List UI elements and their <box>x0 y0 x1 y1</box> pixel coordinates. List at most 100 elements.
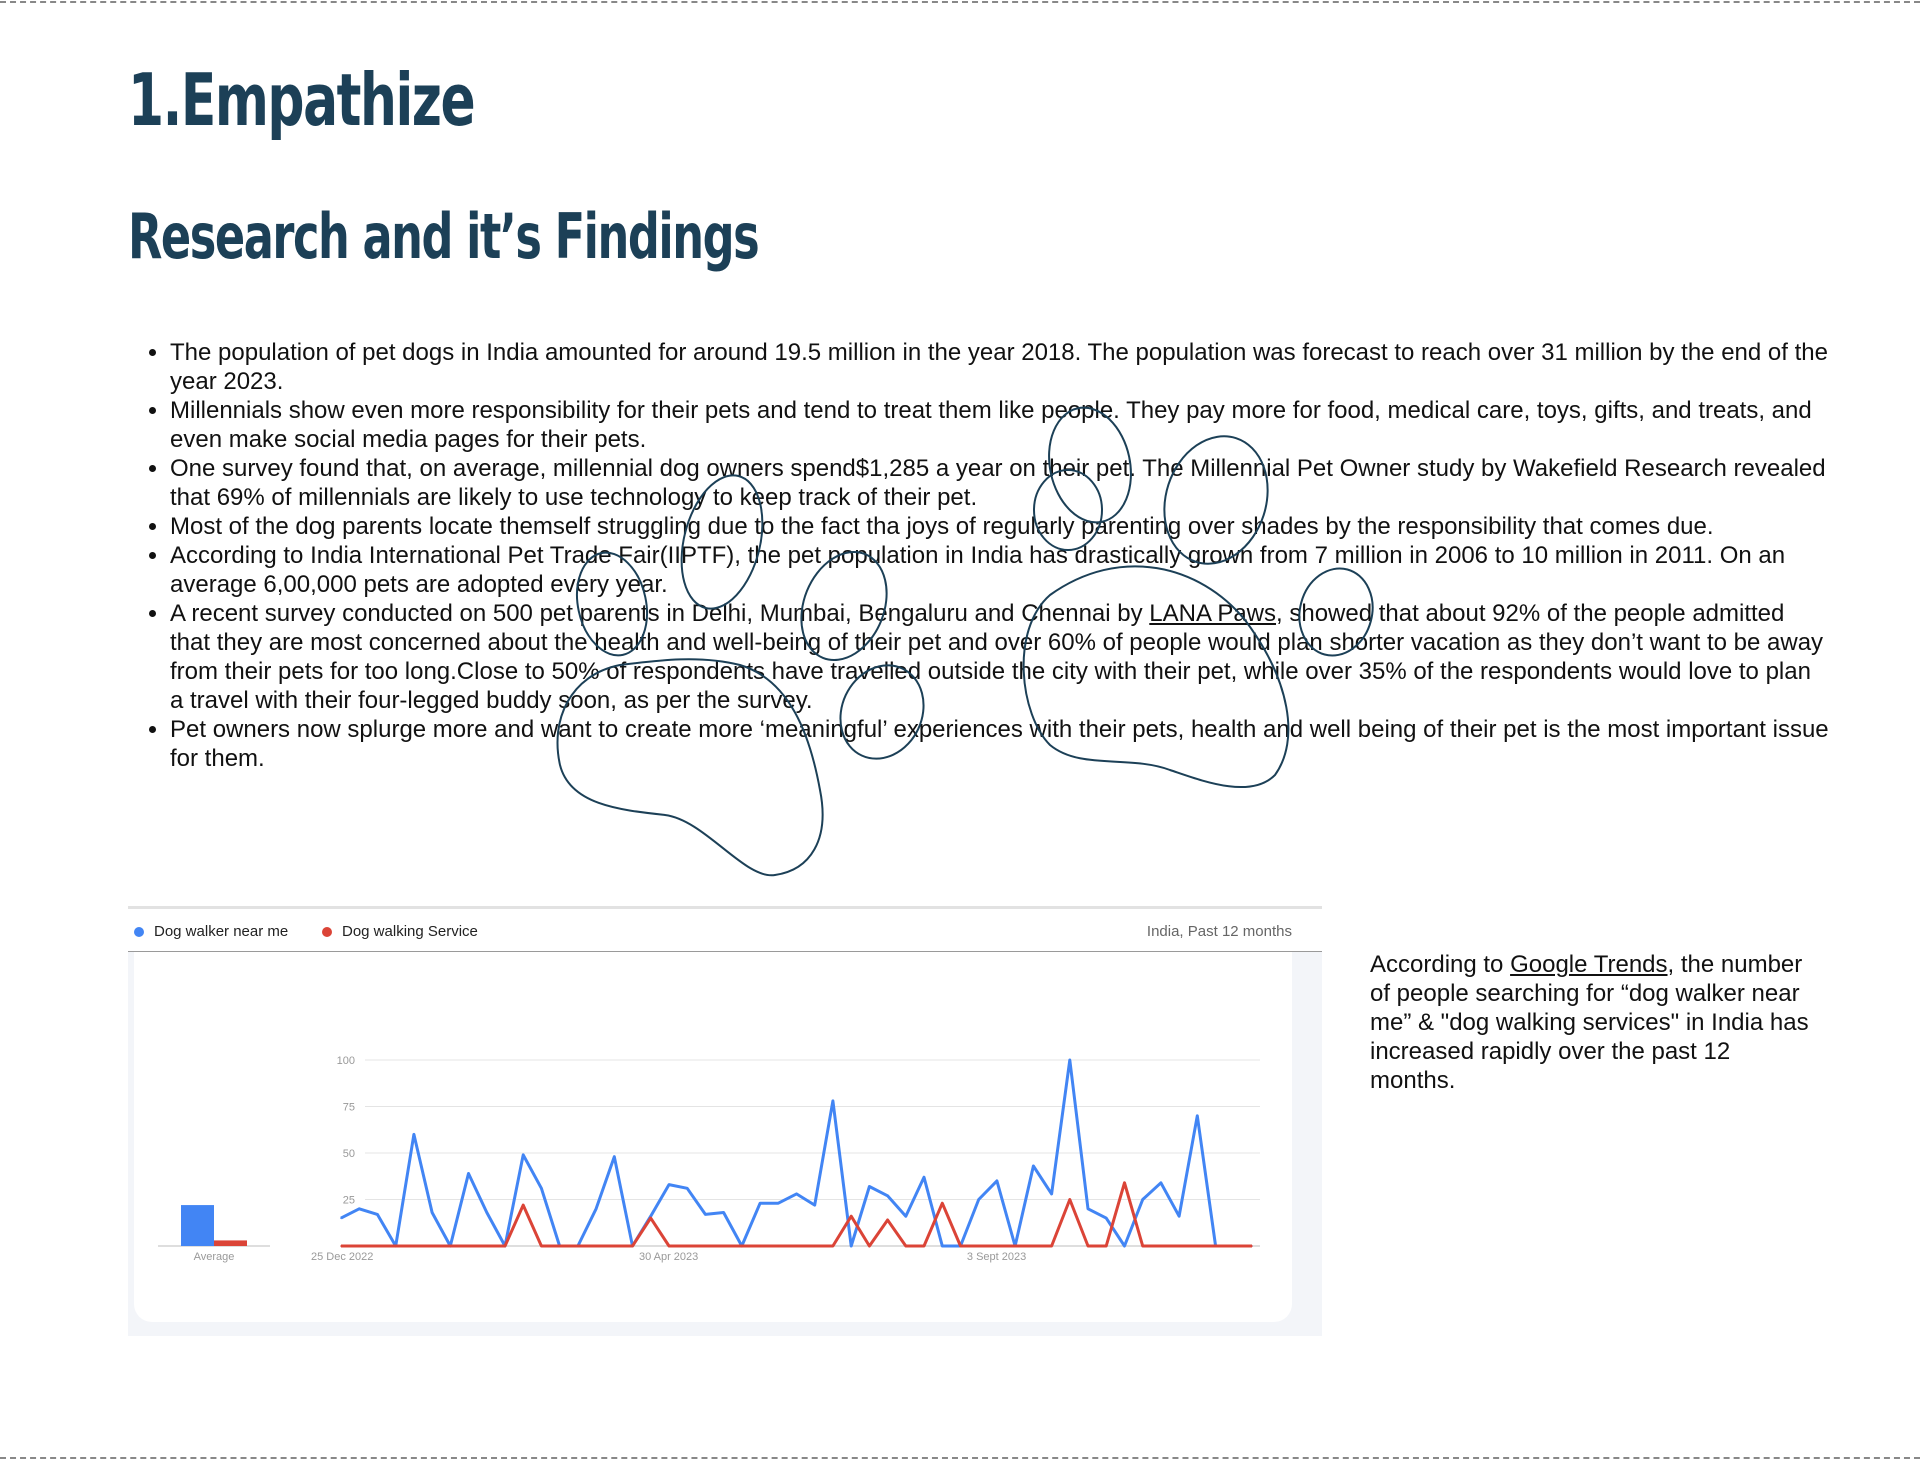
data-point <box>996 1245 998 1247</box>
lana-paws-link[interactable]: LANA Paws <box>1149 600 1277 627</box>
data-point <box>1032 1165 1035 1167</box>
google-trends-link[interactable]: Google Trends <box>1510 951 1668 978</box>
data-point <box>686 1187 688 1190</box>
data-point <box>832 1100 834 1102</box>
data-point <box>1196 1245 1199 1247</box>
data-point <box>1105 1245 1108 1247</box>
top-dashed-border <box>0 1 1920 3</box>
data-point <box>449 1245 452 1247</box>
data-point <box>704 1213 707 1216</box>
data-point <box>704 1245 707 1247</box>
data-point <box>905 1215 907 1218</box>
y-tick-label: 75 <box>343 1102 355 1114</box>
data-point <box>832 1245 834 1247</box>
data-point <box>413 1133 415 1136</box>
data-point <box>558 1245 561 1247</box>
data-point <box>905 1245 907 1247</box>
trends-legend-bar: Dog walker near me Dog walking Service I… <box>128 906 1322 952</box>
data-point <box>777 1202 780 1205</box>
data-point <box>540 1187 543 1190</box>
data-point <box>394 1245 397 1247</box>
data-point <box>522 1154 524 1156</box>
bottom-dashed-border <box>0 1457 1920 1459</box>
data-point <box>941 1245 944 1247</box>
data-point <box>977 1198 980 1201</box>
section-heading: Research and it’s Findings <box>128 200 760 273</box>
legend-label: Dog walker near me <box>154 923 289 940</box>
trends-scope: India, Past 12 months <box>1146 923 1292 940</box>
data-point <box>1087 1245 1089 1247</box>
data-point <box>595 1245 597 1247</box>
average-label: Average <box>194 1251 235 1263</box>
data-point <box>941 1202 944 1205</box>
data-point <box>795 1245 798 1247</box>
finding-item: One survey found that, on average, mille… <box>170 454 1830 512</box>
data-point <box>722 1211 725 1214</box>
data-point <box>722 1245 725 1247</box>
data-point <box>923 1245 925 1247</box>
data-point <box>868 1245 871 1247</box>
data-point <box>741 1245 743 1247</box>
data-point <box>759 1245 761 1247</box>
data-point <box>795 1193 798 1195</box>
y-tick-label: 100 <box>337 1055 355 1067</box>
data-point <box>886 1219 889 1221</box>
finding-item: Millennials show even more responsibilit… <box>170 396 1830 454</box>
x-tick-label: 25 Dec 2022 <box>311 1251 373 1263</box>
data-point <box>1032 1245 1035 1247</box>
data-point <box>759 1202 761 1205</box>
data-point <box>1160 1245 1162 1247</box>
data-point <box>813 1204 816 1206</box>
legend-item-series2: Dog walking Service <box>322 923 478 940</box>
data-point <box>376 1213 379 1216</box>
data-point <box>1178 1215 1180 1218</box>
average-bar <box>214 1240 247 1246</box>
data-point <box>467 1172 470 1175</box>
data-point <box>613 1155 616 1158</box>
data-point <box>358 1245 361 1247</box>
data-point <box>340 1217 342 1219</box>
data-point <box>959 1245 962 1247</box>
x-tick-label: 3 Sept 2023 <box>967 1251 1026 1263</box>
data-point <box>522 1204 524 1206</box>
data-point <box>1178 1245 1180 1247</box>
data-point <box>923 1176 925 1178</box>
data-point <box>668 1183 670 1186</box>
data-point <box>996 1180 998 1182</box>
google-trends-embed: Dog walker near me Dog walking Service I… <box>128 906 1322 1336</box>
legend-item-series1: Dog walker near me <box>134 923 288 940</box>
data-point <box>1141 1245 1144 1247</box>
y-tick-label: 50 <box>343 1148 355 1160</box>
data-point <box>431 1245 433 1247</box>
finding-item: A recent survey conducted on 500 pet par… <box>170 599 1830 715</box>
trends-card <box>134 952 1292 1322</box>
data-point <box>1123 1181 1126 1184</box>
data-point <box>485 1245 488 1247</box>
legend-dot-red <box>322 926 332 937</box>
legend-label: Dog walking Service <box>342 923 478 940</box>
finding-text: A recent survey conducted on 500 pet par… <box>170 600 1150 627</box>
data-point <box>649 1215 652 1218</box>
data-point <box>1232 1245 1235 1247</box>
data-point <box>540 1245 543 1247</box>
data-point <box>1123 1245 1126 1247</box>
data-point <box>686 1245 688 1247</box>
data-point <box>649 1217 652 1219</box>
data-point <box>358 1208 361 1210</box>
data-point <box>340 1245 342 1247</box>
data-point <box>1014 1245 1016 1247</box>
finding-item: According to India International Pet Tra… <box>170 541 1830 599</box>
data-point <box>595 1208 597 1210</box>
note-text: According to <box>1370 951 1511 978</box>
data-point <box>1069 1198 1071 1201</box>
findings-list: The population of pet dogs in India amou… <box>142 338 1830 773</box>
interest-over-time-chart: 100 75 50 25 25 Dec 2022 30 Apr 2023 3 Sept 20… <box>158 1055 1260 1263</box>
data-point <box>613 1245 616 1247</box>
finding-item: The population of pet dogs in India amou… <box>170 338 1830 396</box>
finding-item: Most of the dog parents locate themself … <box>170 512 1830 541</box>
data-point <box>1105 1217 1108 1219</box>
data-point <box>376 1245 379 1247</box>
data-point <box>467 1245 470 1247</box>
data-point <box>850 1245 852 1247</box>
page-title: 1.Empathize <box>128 58 476 142</box>
